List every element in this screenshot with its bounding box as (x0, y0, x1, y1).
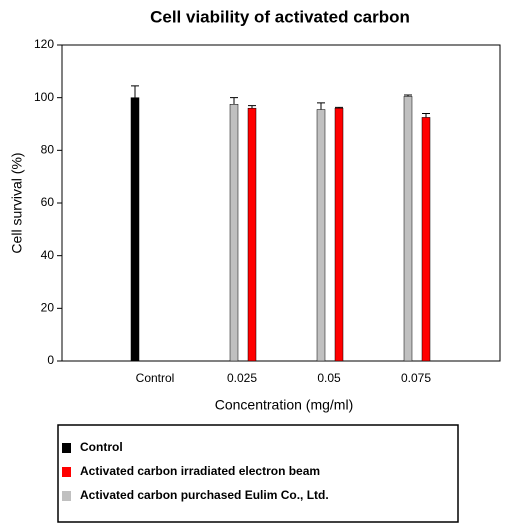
bar (229, 104, 239, 362)
bar (247, 107, 257, 362)
legend-box (57, 424, 459, 523)
legend-swatch (62, 491, 71, 501)
y-tick-label: 100 (34, 90, 54, 104)
x-tick-label: 0.075 (401, 371, 431, 385)
y-tick-label: 80 (41, 143, 55, 157)
error-bar (335, 106, 343, 109)
error-bar (317, 102, 325, 110)
bar (334, 107, 344, 362)
y-axis-label: Cell survival (%) (9, 152, 25, 253)
legend-swatch (62, 467, 71, 477)
legend-label: Activated carbon irradiated electron bea… (80, 464, 320, 478)
error-bar (248, 105, 256, 109)
plot-frame (61, 44, 501, 362)
error-bar (422, 112, 430, 118)
bar (130, 97, 140, 362)
y-tick-label: 120 (34, 37, 54, 51)
y-tick-label: 60 (41, 195, 55, 209)
error-bar (230, 97, 238, 105)
error-bar (404, 94, 412, 97)
error-bar (131, 85, 139, 98)
y-tick-label: 20 (41, 301, 55, 315)
x-tick-label: 0.025 (227, 371, 257, 385)
legend-label: Control (80, 440, 123, 454)
legend-label: Activated carbon purchased Eulim Co., Lt… (80, 488, 329, 502)
x-tick-label: 0.05 (317, 371, 341, 385)
bar (403, 96, 413, 362)
x-tick-label: Control (136, 371, 175, 385)
chart-title: Cell viability of activated carbon (150, 7, 410, 26)
y-tick-label: 0 (47, 353, 54, 367)
y-tick-label: 40 (41, 248, 55, 262)
legend-swatch (62, 443, 71, 453)
x-axis-label: Concentration (mg/ml) (215, 397, 354, 413)
bar (421, 117, 431, 362)
bar (316, 109, 326, 362)
